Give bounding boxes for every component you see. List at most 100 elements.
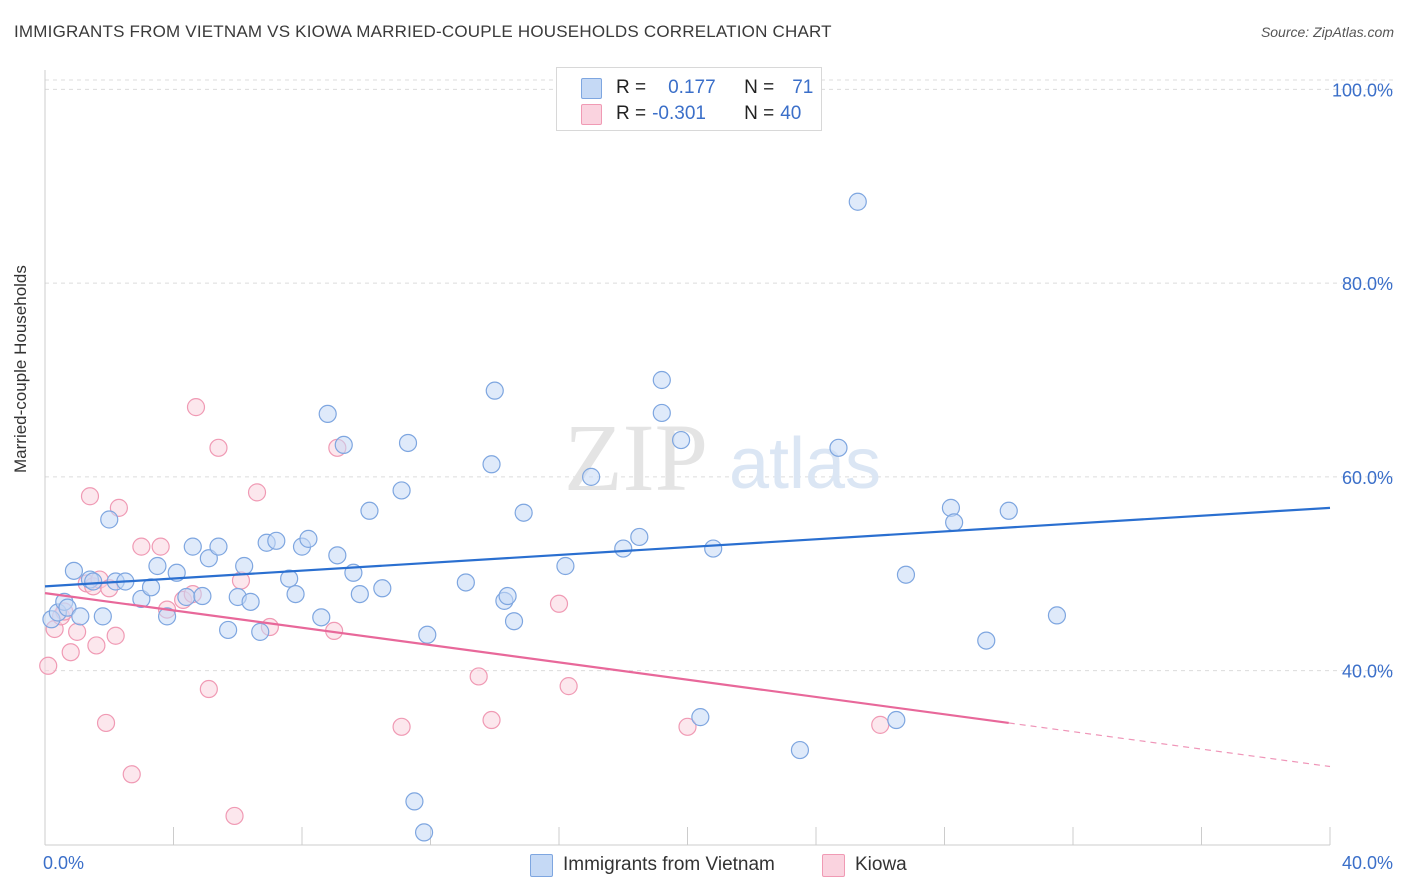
- legend-n-label: N =: [744, 77, 775, 98]
- source-credit: Source: ZipAtlas.com: [1260, 24, 1394, 40]
- vietnam-point: [556, 556, 575, 576]
- vietnam-point: [312, 608, 331, 627]
- vietnam-point: [177, 587, 196, 607]
- vietnam-trend-line: [44, 506, 1331, 588]
- legend-swatch-pink: [822, 853, 845, 877]
- kiowa-point: [39, 656, 58, 675]
- vietnam-point: [58, 598, 77, 617]
- kiowa-point: [186, 398, 206, 417]
- legend-row-kiowa: R = -0.301 N = 40: [581, 102, 801, 126]
- kiowa-point: [482, 710, 501, 730]
- kiowa-point: [225, 806, 244, 826]
- legend-n-value: 71: [792, 77, 814, 98]
- legend-item-kiowa-label: Kiowa: [855, 854, 907, 875]
- vietnam-point: [405, 792, 424, 811]
- vietnam-point: [704, 539, 723, 558]
- legend-r-value: -0.301: [652, 103, 706, 124]
- vietnam-point: [977, 631, 996, 650]
- vietnam-point: [790, 740, 810, 760]
- vietnam-point: [267, 531, 286, 550]
- tick-labels: 40.0% 60.0% 80.0% 100.0% 0.0% 40.0%: [43, 80, 1393, 873]
- kiowa-point: [61, 643, 80, 662]
- vietnam-point: [209, 537, 228, 556]
- vietnam-point: [157, 607, 177, 626]
- vietnam-point: [241, 592, 260, 611]
- vietnam-point: [392, 481, 411, 500]
- legend-row-vietnam: R = 0.177 N = 71: [581, 76, 813, 100]
- x-tick-label: 0.0%: [43, 853, 84, 873]
- vietnam-point: [614, 539, 633, 558]
- vietnam-point: [848, 192, 867, 211]
- legend-r-label: R =: [616, 103, 647, 124]
- kiowa-point: [80, 487, 100, 506]
- vietnam-point: [582, 467, 601, 486]
- vietnam-point: [887, 710, 906, 730]
- vietnam-point: [691, 708, 710, 727]
- legend-item-vietnam-label: Immigrants from Vietnam: [563, 854, 775, 875]
- watermark-atlas: atlas: [729, 424, 881, 504]
- kiowa-point: [247, 483, 267, 502]
- trend-lines: [44, 506, 1331, 768]
- vietnam-point: [299, 529, 318, 548]
- vietnam-point: [193, 586, 212, 606]
- vietnam-point: [652, 370, 671, 390]
- kiowa-point: [209, 438, 228, 457]
- vietnam-point: [141, 578, 161, 597]
- vietnam-point: [360, 501, 379, 520]
- kiowa-point: [109, 498, 128, 517]
- legend-item-kiowa: Kiowa: [822, 852, 907, 878]
- kiowa-point: [68, 622, 87, 641]
- legend-item-vietnam: Immigrants from Vietnam: [530, 852, 775, 878]
- vietnam-point: [414, 823, 434, 842]
- kiowa-point: [87, 636, 106, 655]
- vietnam-point: [373, 579, 392, 598]
- vietnam-point: [280, 569, 299, 588]
- legend-n-label: N =: [744, 103, 775, 124]
- vietnam-point: [328, 546, 347, 565]
- kiowa-point: [151, 537, 170, 556]
- legend-swatch-pink: [581, 103, 602, 125]
- watermark-zip: ZIP: [564, 404, 708, 511]
- vietnam-point: [286, 584, 305, 604]
- legend-n-value: 40: [780, 103, 802, 124]
- vietnam-point: [418, 625, 437, 644]
- kiowa-trend-extension: [1008, 722, 1331, 768]
- vietnam-point: [64, 561, 84, 580]
- vietnam-point: [485, 381, 504, 400]
- vietnam-point: [398, 433, 418, 453]
- legend-swatch-blue: [530, 853, 553, 877]
- legend-swatch-blue: [581, 77, 602, 99]
- y-tick-label: 60.0%: [1342, 468, 1393, 488]
- vietnam-point: [945, 513, 964, 532]
- legend-r-value: 0.177: [668, 77, 716, 98]
- y-tick-label: 100.0%: [1332, 80, 1393, 100]
- vietnam-point: [318, 404, 337, 424]
- vietnam-point: [482, 455, 501, 474]
- legend-r-label: R =: [616, 77, 647, 98]
- kiowa-point: [392, 717, 411, 736]
- vietnam-point: [235, 556, 254, 576]
- vietnam-point: [183, 537, 202, 556]
- vietnam-point: [199, 549, 218, 568]
- vietnam-point: [671, 430, 691, 450]
- vietnam-point: [652, 403, 671, 423]
- vietnam-point: [93, 607, 112, 626]
- vietnam-point: [498, 586, 517, 606]
- vietnam-point: [504, 612, 524, 631]
- vietnam-point: [630, 527, 649, 547]
- vietnam-point: [456, 573, 475, 592]
- correlation-legend: R = 0.177 N = 71 R = -0.301 N = 40: [556, 67, 822, 131]
- vietnam-point: [334, 435, 353, 455]
- kiowa-point: [96, 713, 116, 733]
- vietnam-point: [514, 503, 533, 522]
- y-tick-label: 80.0%: [1342, 274, 1393, 294]
- kiowa-point: [122, 765, 141, 784]
- vietnam-point: [71, 607, 90, 626]
- vietnam-point: [132, 589, 151, 609]
- vietnam-point: [100, 510, 119, 529]
- kiowa-point: [106, 626, 125, 645]
- x-tick-label: 40.0%: [1342, 853, 1393, 873]
- vietnam-point: [350, 584, 369, 604]
- vietnam-point: [829, 438, 848, 457]
